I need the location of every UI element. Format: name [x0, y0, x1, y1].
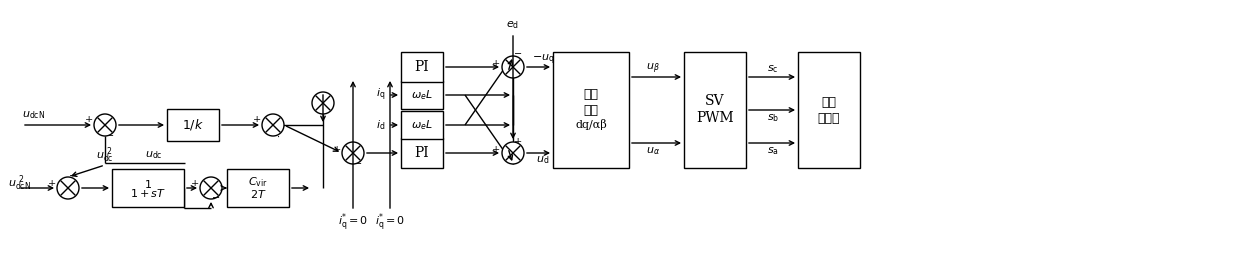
Bar: [401, 111, 444, 139]
Text: SV: SV: [705, 94, 725, 108]
Bar: [401, 52, 444, 82]
Text: +: +: [85, 115, 93, 124]
Bar: [401, 81, 444, 109]
Circle shape: [94, 114, 116, 136]
Text: +: +: [514, 136, 522, 146]
Text: +: +: [333, 144, 341, 153]
Text: $u_{\alpha}$: $u_{\alpha}$: [646, 145, 660, 157]
Text: $u_{\rm dc}$: $u_{\rm dc}$: [145, 149, 162, 161]
Circle shape: [342, 142, 364, 164]
Text: PI: PI: [415, 60, 429, 74]
Text: $2T$: $2T$: [250, 188, 266, 200]
Bar: [553, 52, 629, 168]
Text: $u_{\beta}$: $u_{\beta}$: [646, 62, 660, 76]
Text: −: −: [212, 194, 221, 203]
Text: 并网: 并网: [821, 96, 836, 109]
Text: $i_{\rm d}$: $i_{\rm d}$: [375, 118, 385, 132]
Text: $u_{\rm d}$: $u_{\rm d}$: [536, 154, 550, 166]
Text: $i_{\rm q}^{*}=0$: $i_{\rm q}^{*}=0$: [338, 212, 368, 234]
Circle shape: [502, 142, 524, 164]
Text: $u_{\rm dcN}$: $u_{\rm dcN}$: [22, 109, 46, 121]
Text: $\omega_{e}L$: $\omega_{e}L$: [411, 88, 432, 102]
Bar: [401, 138, 444, 168]
Bar: [798, 52, 860, 168]
Bar: [112, 169, 185, 207]
Text: $\omega_{e}L$: $\omega_{e}L$: [411, 118, 432, 132]
Text: +: +: [48, 179, 56, 188]
Text: $s_{\rm a}$: $s_{\rm a}$: [767, 145, 779, 157]
Text: −: −: [354, 161, 362, 170]
Text: $-u_{\rm q}$: $-u_{\rm q}$: [532, 53, 554, 67]
Text: +: +: [191, 179, 199, 188]
Text: $i_{\rm q}^{*}=0$: $i_{\rm q}^{*}=0$: [375, 212, 405, 234]
Text: −: −: [107, 132, 114, 141]
Text: 变换: 变换: [584, 103, 598, 117]
Text: −: −: [514, 51, 522, 60]
Text: PWM: PWM: [696, 111, 733, 125]
Text: ·: ·: [276, 132, 280, 141]
Text: $u_{\rm dc}^{\ 2}$: $u_{\rm dc}^{\ 2}$: [97, 145, 114, 165]
Text: PI: PI: [415, 146, 429, 160]
Bar: [684, 52, 746, 168]
Text: $1$: $1$: [144, 178, 152, 190]
Circle shape: [57, 177, 79, 199]
Text: $i_{\rm q}$: $i_{\rm q}$: [375, 87, 385, 103]
Text: dq/αβ: dq/αβ: [575, 120, 607, 130]
Bar: [167, 109, 219, 141]
Text: $s_{\rm c}$: $s_{\rm c}$: [767, 63, 779, 75]
Circle shape: [502, 56, 524, 78]
Text: +: +: [492, 58, 501, 67]
Text: $1+sT$: $1+sT$: [130, 187, 166, 199]
Text: 换流器: 换流器: [818, 111, 840, 124]
Circle shape: [261, 114, 284, 136]
Circle shape: [312, 92, 335, 114]
Text: +: +: [492, 144, 501, 153]
Bar: [227, 169, 289, 207]
Circle shape: [199, 177, 222, 199]
Text: $C_{\rm vir}$: $C_{\rm vir}$: [248, 175, 268, 189]
Text: +: +: [253, 115, 261, 124]
Text: −: −: [69, 171, 77, 180]
Text: $u_{\rm dcN}^{\ 2}$: $u_{\rm dcN}^{\ 2}$: [7, 173, 31, 193]
Text: $1/k$: $1/k$: [182, 117, 204, 132]
Text: 坐标: 坐标: [584, 88, 598, 102]
Text: $s_{\rm b}$: $s_{\rm b}$: [767, 112, 779, 124]
Text: $e_{\rm d}$: $e_{\rm d}$: [507, 19, 519, 31]
